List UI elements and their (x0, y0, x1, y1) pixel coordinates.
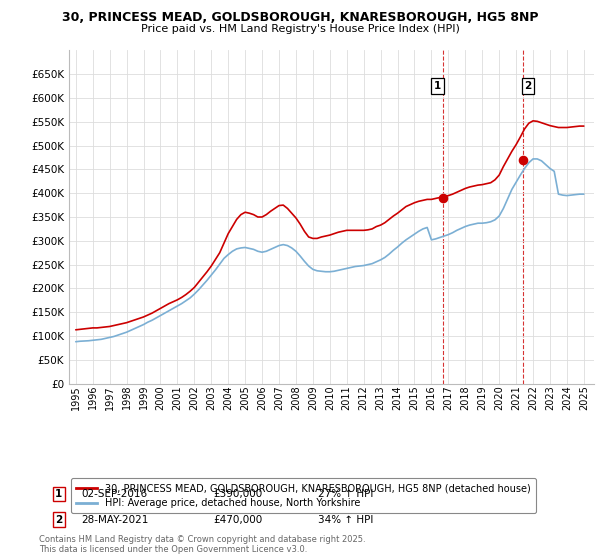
Text: 1: 1 (55, 489, 62, 499)
Text: 2: 2 (524, 81, 532, 91)
Point (518, 155, 528, 165)
Legend: 30, PRINCESS MEAD, GOLDSBOROUGH, KNARESBOROUGH, HG5 8NP (detached house), HPI: A: 30, PRINCESS MEAD, GOLDSBOROUGH, KNARESB… (71, 478, 536, 513)
Point (438, 194, 448, 203)
Text: 2: 2 (55, 515, 62, 525)
Text: 28-MAY-2021: 28-MAY-2021 (81, 515, 148, 525)
Text: Contains HM Land Registry data © Crown copyright and database right 2025.
This d: Contains HM Land Registry data © Crown c… (39, 535, 365, 554)
Text: 27% ↑ HPI: 27% ↑ HPI (318, 489, 373, 499)
Text: £470,000: £470,000 (213, 515, 262, 525)
Text: 02-SEP-2016: 02-SEP-2016 (81, 489, 147, 499)
Text: Price paid vs. HM Land Registry's House Price Index (HPI): Price paid vs. HM Land Registry's House … (140, 24, 460, 34)
Text: 34% ↑ HPI: 34% ↑ HPI (318, 515, 373, 525)
Text: 1: 1 (434, 81, 441, 91)
Text: £390,000: £390,000 (213, 489, 262, 499)
Text: 30, PRINCESS MEAD, GOLDSBOROUGH, KNARESBOROUGH, HG5 8NP: 30, PRINCESS MEAD, GOLDSBOROUGH, KNARESB… (62, 11, 538, 24)
